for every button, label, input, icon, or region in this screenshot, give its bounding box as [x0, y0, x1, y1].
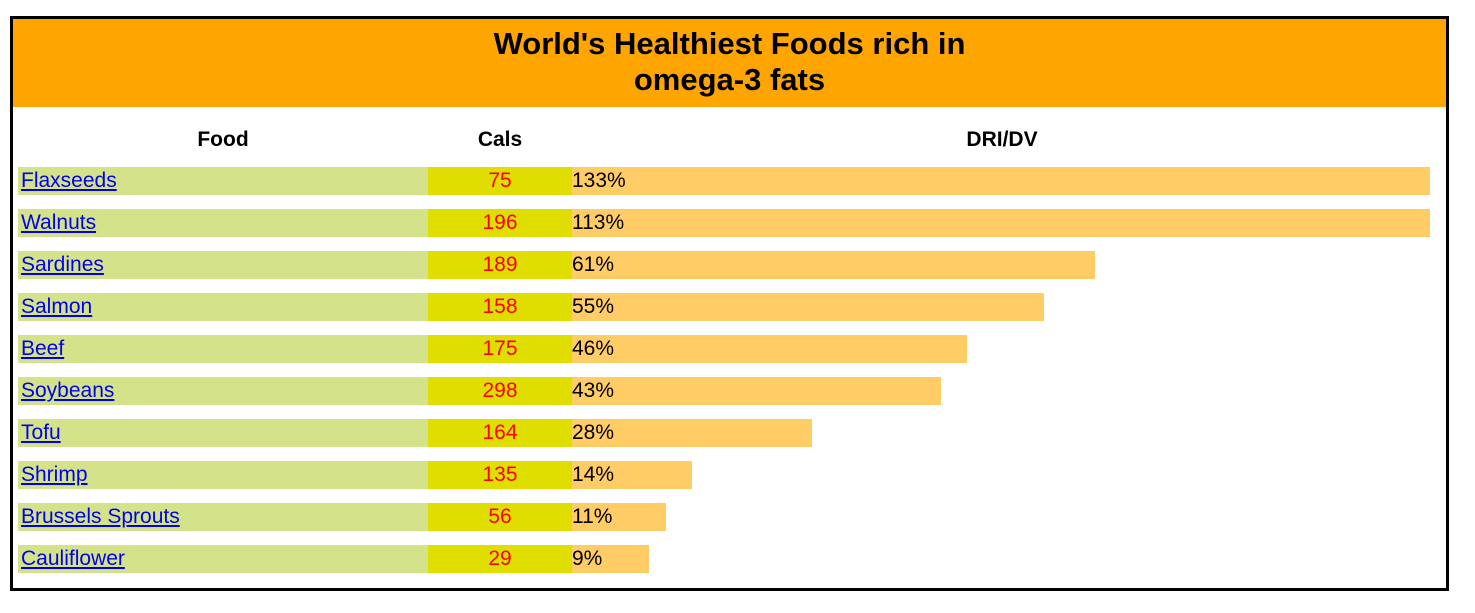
food-link[interactable]: Brussels Sprouts [21, 505, 180, 528]
table-row: Cauliflower 29 9% [13, 545, 1446, 573]
dri-bar [572, 461, 692, 489]
dri-value: 9% [572, 547, 603, 570]
dri-bar [572, 335, 967, 363]
calories-cell: 135 [428, 461, 572, 489]
dri-value: 133% [572, 169, 626, 192]
calories-cell: 56 [428, 503, 572, 531]
dri-value: 61% [572, 253, 615, 276]
calories-cell: 158 [428, 293, 572, 321]
column-header-row: Food Cals DRI/DV [13, 124, 1446, 154]
dri-bar [572, 293, 1044, 321]
dri-cell: 11% [572, 503, 1432, 531]
food-link[interactable]: Shrimp [21, 463, 88, 486]
dri-value: 46% [572, 337, 615, 360]
food-link[interactable]: Flaxseeds [21, 169, 117, 192]
food-cell: Salmon [18, 293, 428, 321]
dri-bar [572, 545, 649, 573]
table-row: Salmon 158 55% [13, 293, 1446, 321]
dri-cell: 14% [572, 461, 1432, 489]
column-header-cals: Cals [477, 128, 523, 151]
dri-value: 28% [572, 421, 615, 444]
food-link[interactable]: Tofu [21, 421, 61, 444]
dri-cell: 28% [572, 419, 1432, 447]
table-row: Soybeans 298 43% [13, 377, 1446, 405]
food-cell: Walnuts [18, 209, 428, 237]
food-cell: Soybeans [18, 377, 428, 405]
food-cell: Tofu [18, 419, 428, 447]
dri-bar [572, 503, 666, 531]
food-link[interactable]: Soybeans [21, 379, 115, 402]
table-row: Walnuts 196 113% [13, 209, 1446, 237]
omega3-table-frame: World's Healthiest Foods rich in omega-3… [10, 16, 1449, 591]
food-link[interactable]: Beef [21, 337, 65, 360]
dri-value: 14% [572, 463, 615, 486]
dri-cell: 133% [572, 167, 1432, 195]
calories-cell: 196 [428, 209, 572, 237]
dri-value: 43% [572, 379, 615, 402]
dri-bar [572, 209, 1430, 237]
dri-value: 11% [572, 505, 613, 528]
dri-value: 55% [572, 295, 615, 318]
food-link[interactable]: Walnuts [21, 211, 97, 234]
column-header-food: Food [197, 128, 249, 151]
food-cell: Brussels Sprouts [18, 503, 428, 531]
calories-cell: 189 [428, 251, 572, 279]
calories-cell: 298 [428, 377, 572, 405]
food-cell: Flaxseeds [18, 167, 428, 195]
table-title: World's Healthiest Foods rich in omega-3… [13, 19, 1446, 107]
table-title-line-2: omega-3 fats [633, 62, 826, 97]
calories-cell: 29 [428, 545, 572, 573]
table-row: Sardines 189 61% [13, 251, 1446, 279]
dri-cell: 61% [572, 251, 1432, 279]
table-row: Brussels Sprouts 56 11% [13, 503, 1446, 531]
dri-bar [572, 377, 941, 405]
dri-value: 113% [572, 211, 625, 234]
table-row: Flaxseeds 75 133% [13, 167, 1446, 195]
dri-bar [572, 251, 1095, 279]
table-row: Beef 175 46% [13, 335, 1446, 363]
food-link[interactable]: Cauliflower [21, 547, 125, 570]
food-link[interactable]: Salmon [21, 295, 93, 318]
dri-cell: 9% [572, 545, 1432, 573]
column-header-dri: DRI/DV [966, 128, 1038, 151]
food-cell: Cauliflower [18, 545, 428, 573]
food-cell: Shrimp [18, 461, 428, 489]
food-link[interactable]: Sardines [21, 253, 104, 276]
calories-cell: 164 [428, 419, 572, 447]
table-row: Shrimp 135 14% [13, 461, 1446, 489]
dri-bar [572, 167, 1430, 195]
calories-cell: 75 [428, 167, 572, 195]
dri-cell: 43% [572, 377, 1432, 405]
food-cell: Sardines [18, 251, 428, 279]
dri-cell: 46% [572, 335, 1432, 363]
dri-cell: 55% [572, 293, 1432, 321]
table-row: Tofu 164 28% [13, 419, 1446, 447]
calories-cell: 175 [428, 335, 572, 363]
dri-bar [572, 419, 812, 447]
dri-cell: 113% [572, 209, 1432, 237]
table-title-line-1: World's Healthiest Foods rich in [493, 26, 966, 61]
food-cell: Beef [18, 335, 428, 363]
